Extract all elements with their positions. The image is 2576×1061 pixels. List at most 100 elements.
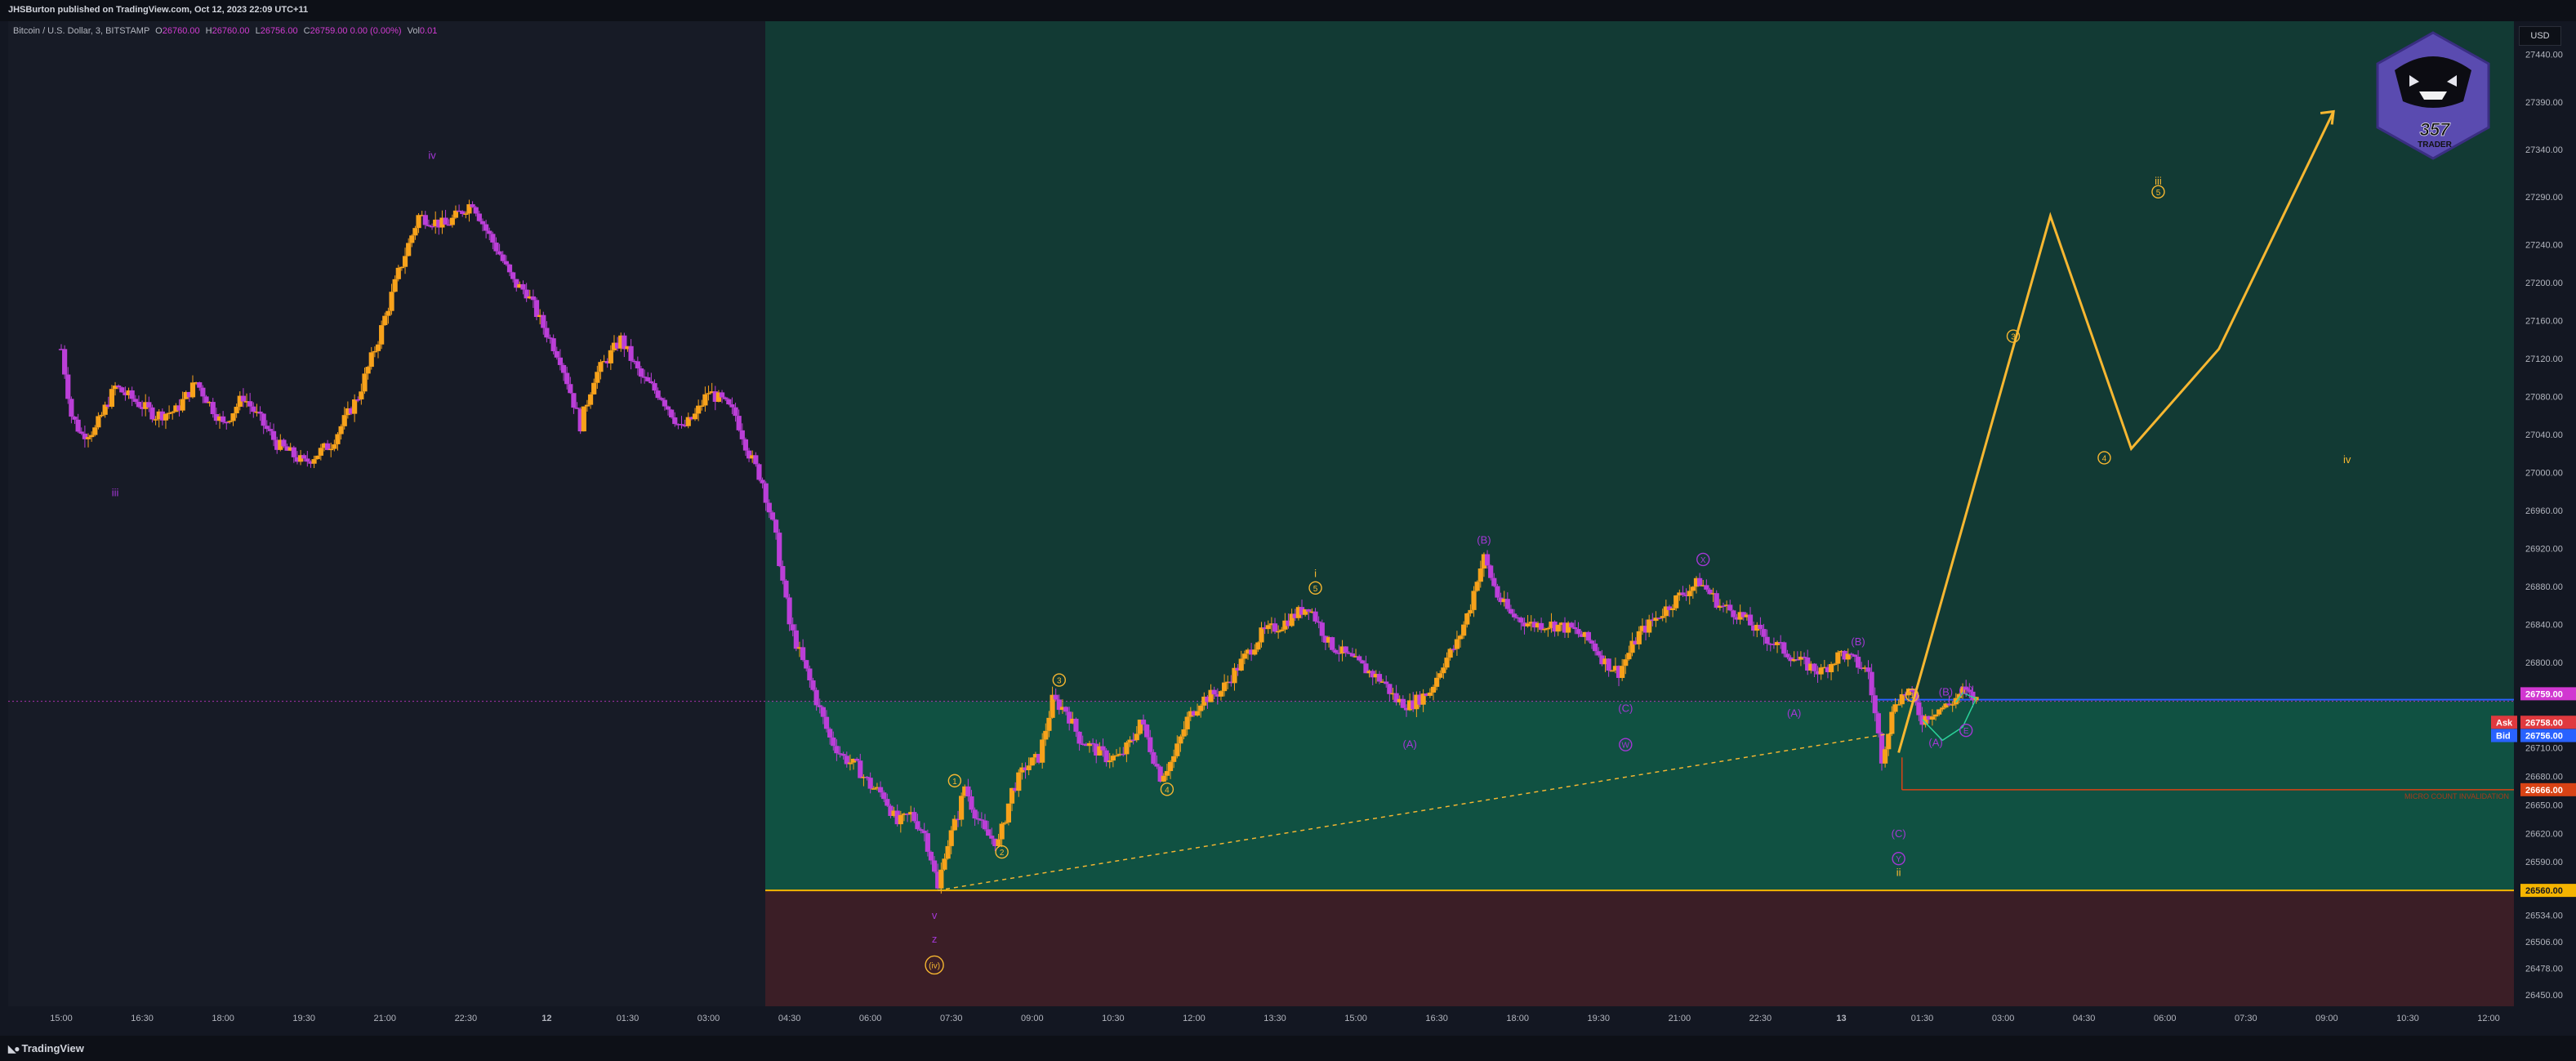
candle-body: [1707, 589, 1713, 595]
candle-body: [375, 344, 381, 351]
candle-body: [972, 809, 978, 819]
candle-body: [1140, 720, 1147, 725]
candle-body: [433, 219, 439, 226]
candle-body: [96, 416, 101, 428]
time-tick: 18:00: [212, 1014, 234, 1023]
panther-teeth-icon: [2419, 91, 2447, 100]
time-tick: 16:30: [1425, 1014, 1448, 1023]
candle-body: [1339, 646, 1345, 654]
currency-button[interactable]: USD: [2519, 26, 2561, 46]
ask-price-bg: [2520, 716, 2576, 729]
candle-body: [1558, 622, 1564, 626]
candle-body: [1221, 682, 1228, 692]
candle-body: [1905, 689, 1912, 696]
time-tick: 19:30: [1588, 1014, 1611, 1023]
candle-body: [571, 393, 577, 408]
candle-body: [901, 814, 907, 815]
candle-body: [1936, 709, 1942, 715]
candle-body: [1825, 666, 1831, 673]
wave-circle: [1696, 552, 1710, 567]
candle-body: [1067, 711, 1072, 724]
candle-body: [888, 805, 894, 816]
candle-body: [1626, 653, 1632, 660]
candle-body: [1191, 711, 1197, 716]
candle-body: [658, 398, 664, 400]
candle-body: [216, 416, 223, 421]
price-tick: 27200.00: [2525, 279, 2563, 288]
candle-body: [925, 833, 930, 852]
candle-body: [854, 758, 860, 761]
candle-body: [1704, 585, 1709, 590]
candle-body: [1700, 585, 1706, 586]
candle-body: [1316, 621, 1321, 623]
highlight-zones: [8, 21, 2514, 1006]
candle-body: [955, 818, 961, 821]
candle-body: [965, 786, 971, 797]
candle-body: [1495, 586, 1500, 598]
candle-body: [645, 377, 651, 381]
candle-body: [332, 444, 337, 449]
tradingview-logo[interactable]: ◣● TradingView: [8, 1042, 84, 1054]
candle-body: [1758, 624, 1763, 630]
candle-body: [1063, 707, 1069, 712]
candle-body: [1046, 717, 1052, 731]
candle-body: [1241, 653, 1247, 659]
candle-body: [257, 411, 263, 414]
candle-body: [1862, 667, 1868, 669]
candle-body: [1926, 716, 1932, 720]
wave-label: iv: [428, 149, 436, 162]
time-tick: 12: [541, 1014, 551, 1023]
candle-body: [221, 416, 226, 422]
candle-body: [1929, 716, 1936, 720]
symbol-name[interactable]: Bitcoin / U.S. Dollar, 3, BITSTAMP: [13, 26, 150, 36]
candle-body: [166, 412, 172, 414]
time-tick: 13: [1836, 1014, 1846, 1023]
candle-body: [1889, 711, 1895, 734]
candle-body: [1501, 599, 1507, 603]
candle-body: [335, 434, 341, 444]
candle-body: [1016, 772, 1022, 791]
wave-circle: [947, 773, 962, 788]
candle-body: [1677, 592, 1682, 595]
candle-body: [885, 799, 890, 806]
tradingview-brand: TradingView: [21, 1042, 84, 1054]
wave-label: 4: [1165, 786, 1170, 795]
candle-body: [1080, 743, 1085, 745]
time-tick: 09:00: [1021, 1014, 1044, 1023]
candle-body: [1107, 760, 1112, 763]
candle-body: [1292, 613, 1298, 618]
price-tick: 26450.00: [2525, 991, 2563, 1001]
candle-body: [348, 408, 354, 414]
candle-body: [692, 413, 698, 420]
time-tick: 03:00: [1992, 1014, 2015, 1023]
time-tick: 19:30: [292, 1014, 315, 1023]
wave-label: (A): [1928, 736, 1942, 748]
candle-body: [530, 296, 536, 301]
candle-body: [986, 829, 992, 836]
candle-body: [116, 386, 122, 388]
candle-body: [1663, 606, 1669, 617]
candle-body: [1322, 635, 1329, 643]
publish-info: JHSBurton published on TradingView.com, …: [8, 5, 309, 15]
candle-body: [399, 266, 405, 269]
candle-body: [1538, 622, 1544, 631]
candle-body: [1255, 642, 1261, 650]
candle-body: [1249, 649, 1255, 655]
candle-body: [89, 435, 95, 438]
candle-body: [305, 458, 310, 462]
symbol-legend[interactable]: Bitcoin / U.S. Dollar, 3, BITSTAMP O2676…: [13, 26, 437, 36]
candle-body: [318, 448, 323, 456]
candle-body: [1137, 720, 1143, 734]
candle-body: [1113, 755, 1120, 757]
candle-body: [1518, 617, 1524, 623]
candle-body: [763, 483, 769, 503]
candle-body: [662, 399, 667, 407]
candle-body: [1896, 704, 1901, 706]
candle-body: [170, 412, 176, 413]
candle-body: [62, 349, 68, 375]
candle-body: [1400, 698, 1406, 708]
change-value: 0.00 (0.00%): [350, 26, 402, 36]
candle-body: [213, 414, 219, 421]
price-tick: 26680.00: [2525, 773, 2563, 782]
